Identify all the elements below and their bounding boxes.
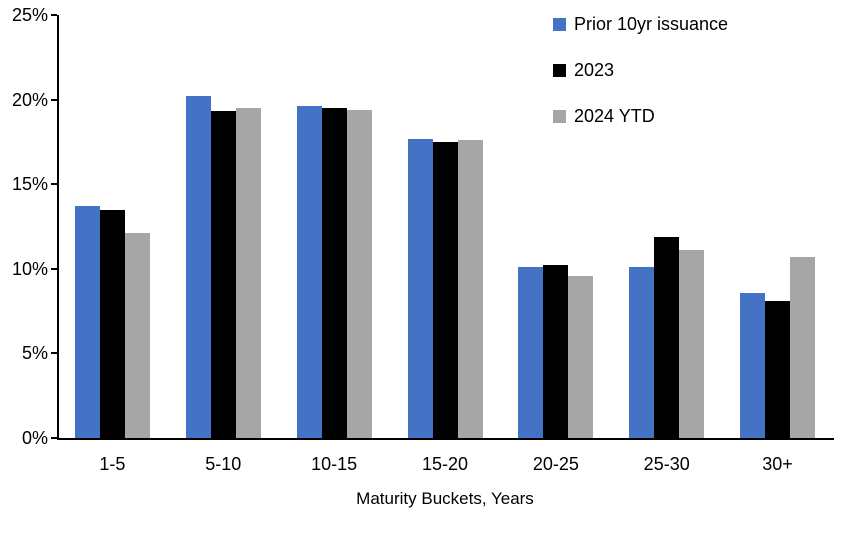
bar-2024-ytd-20-25 [568,275,594,438]
x-category-label: 15-20 [421,454,469,474]
plot-area [57,15,833,438]
x-category-label: 5-10 [205,454,242,474]
bar-prior-10yr-issuance-5-10 [185,96,211,438]
bar-2023-1-5 [99,209,125,438]
y-tick [51,352,57,355]
bar-2024-ytd-1-5 [124,233,150,438]
y-tick [51,14,57,16]
bar-2023-5-10 [210,111,236,438]
legend-swatch-icon [553,17,566,31]
bar-2024-ytd-25-30 [679,250,705,438]
y-tick [51,437,57,439]
y-tick-label: 10% [11,258,48,279]
bar-prior-10yr-issuance-15-20 [407,138,433,438]
bar-prior-10yr-issuance-25-30 [629,267,655,438]
x-axis-title: Maturity Buckets, Years [356,489,534,508]
legend: Prior 10yr issuance 2023 2024 YTD [553,14,728,126]
y-tick-label: 5% [21,343,48,364]
bar-prior-10yr-issuance-1-5 [74,206,100,438]
bar-2023-20-25 [543,265,569,438]
bar-prior-10yr-issuance-20-25 [518,267,544,438]
bar-2023-25-30 [654,236,680,438]
legend-label: Prior 10yr issuance [574,14,729,34]
bar-prior-10yr-issuance-10-15 [296,106,322,438]
x-axis-line [57,438,834,440]
bar-2024-ytd-30- [790,256,816,438]
legend-swatch-icon [553,63,566,77]
bar-2023-30- [765,300,791,438]
legend-label: 2024 YTD [574,106,655,126]
y-tick-label: 0% [21,428,48,448]
x-category-label: 1-5 [99,454,126,474]
x-category-label: 20-25 [532,454,579,474]
x-category-label: 30+ [762,454,793,474]
y-tick [51,98,57,101]
y-tick-label: 25% [11,5,48,25]
x-category-label: 10-15 [311,454,358,474]
y-tick [51,183,57,186]
legend-item: 2023 [553,60,728,80]
bar-2024-ytd-5-10 [235,108,261,438]
bar-2023-15-20 [432,141,458,438]
legend-swatch-icon [553,109,566,123]
bar-prior-10yr-issuance-30- [740,292,766,438]
legend-item: Prior 10yr issuance [553,14,728,34]
legend-item: 2024 YTD [553,106,728,126]
bar-2023-10-15 [321,108,347,438]
y-tick-label: 15% [11,174,48,195]
bar-2024-ytd-10-15 [346,109,372,438]
bar-2024-ytd-15-20 [457,140,483,438]
x-category-label: 25-30 [643,454,690,474]
legend-label: 2023 [574,60,615,80]
y-tick [51,267,57,270]
y-tick-label: 20% [11,89,48,110]
y-axis-line [57,15,59,440]
